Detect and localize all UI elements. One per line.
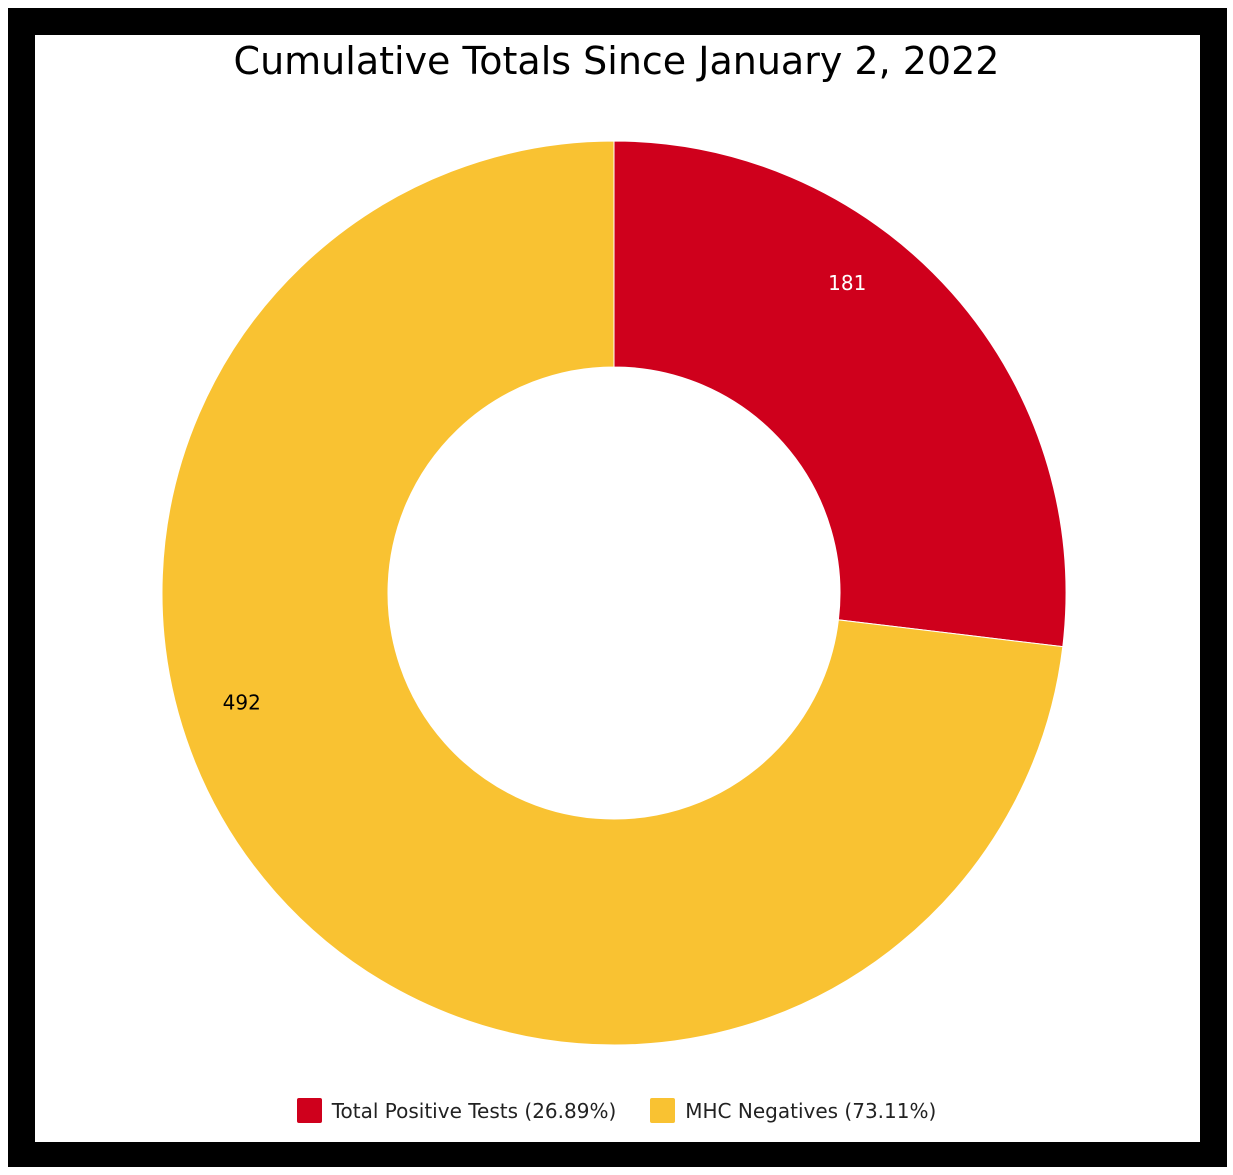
chart-legend: Total Positive Tests (26.89%) MHC Negati… xyxy=(0,1098,1233,1123)
slice-value-label-negatives: 492 xyxy=(223,690,261,714)
legend-item-positive[interactable]: Total Positive Tests (26.89%) xyxy=(296,1098,617,1123)
slice-mhc-negatives xyxy=(161,140,1064,1046)
chart-title: Cumulative Totals Since January 2, 2022 xyxy=(233,39,1000,83)
legend-label-negatives: MHC Negatives (73.11%) xyxy=(685,1098,937,1123)
legend-swatch-negatives xyxy=(650,1098,676,1123)
legend-swatch-positive xyxy=(296,1098,322,1123)
legend-label-positive: Total Positive Tests (26.89%) xyxy=(331,1098,617,1123)
legend-item-negatives[interactable]: MHC Negatives (73.11%) xyxy=(650,1098,936,1123)
slice-total-positive-tests xyxy=(613,140,1067,648)
slice-value-label-positive: 181 xyxy=(828,271,866,295)
